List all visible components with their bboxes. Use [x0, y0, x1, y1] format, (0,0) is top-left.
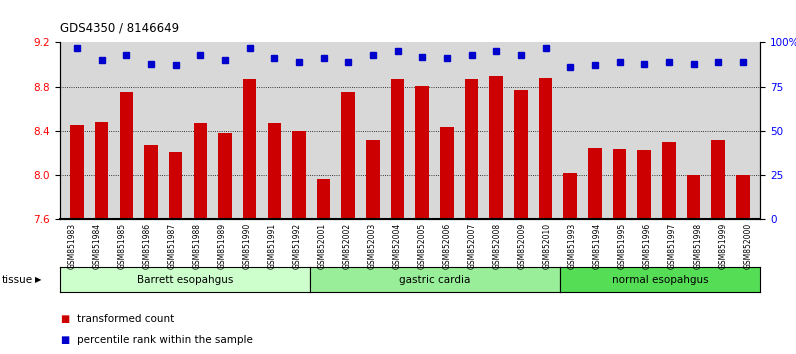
Text: GSM851994: GSM851994 — [593, 223, 602, 269]
Text: GSM851991: GSM851991 — [267, 223, 277, 269]
Text: normal esopahgus: normal esopahgus — [612, 275, 708, 285]
Text: GSM852002: GSM852002 — [343, 223, 352, 269]
Bar — [391, 79, 404, 219]
Text: GSM852006: GSM852006 — [443, 223, 452, 269]
Bar — [712, 140, 725, 219]
Text: GSM852008: GSM852008 — [493, 223, 502, 269]
Text: GSM851992: GSM851992 — [293, 223, 302, 269]
Text: GSM851993: GSM851993 — [568, 223, 577, 269]
Text: GSM851983: GSM851983 — [68, 223, 76, 269]
Bar — [144, 145, 158, 219]
Bar — [514, 90, 528, 219]
Text: GSM852004: GSM852004 — [393, 223, 402, 269]
Bar — [193, 123, 207, 219]
Bar — [267, 123, 281, 219]
Bar — [564, 173, 577, 219]
Bar — [490, 76, 503, 219]
Text: tissue: tissue — [2, 275, 33, 285]
Bar — [736, 175, 750, 219]
Bar — [366, 140, 380, 219]
Text: GSM851999: GSM851999 — [718, 223, 728, 269]
Bar — [218, 133, 232, 219]
Text: GDS4350 / 8146649: GDS4350 / 8146649 — [60, 21, 179, 34]
Bar — [638, 150, 651, 219]
Text: GSM852001: GSM852001 — [318, 223, 327, 269]
Text: ■: ■ — [60, 335, 69, 345]
Text: ▶: ▶ — [35, 275, 41, 284]
Bar — [317, 178, 330, 219]
Bar — [440, 127, 454, 219]
Bar — [292, 131, 306, 219]
Text: transformed count: transformed count — [77, 314, 174, 324]
Text: GSM851986: GSM851986 — [142, 223, 152, 269]
Bar — [613, 149, 626, 219]
Bar — [341, 92, 355, 219]
Text: percentile rank within the sample: percentile rank within the sample — [77, 335, 253, 345]
Bar — [539, 78, 552, 219]
Bar — [119, 92, 133, 219]
Text: GSM852000: GSM852000 — [743, 223, 752, 269]
Text: GSM851990: GSM851990 — [243, 223, 252, 269]
Bar — [95, 122, 108, 219]
Bar — [588, 148, 602, 219]
Text: GSM851998: GSM851998 — [693, 223, 702, 269]
Bar — [662, 142, 676, 219]
Bar — [243, 79, 256, 219]
Text: GSM851987: GSM851987 — [168, 223, 177, 269]
Text: GSM851988: GSM851988 — [193, 223, 202, 269]
Text: GSM851989: GSM851989 — [218, 223, 227, 269]
Text: GSM851995: GSM851995 — [618, 223, 627, 269]
Text: ■: ■ — [60, 314, 69, 324]
Text: GSM852005: GSM852005 — [418, 223, 427, 269]
Text: GSM852009: GSM852009 — [518, 223, 527, 269]
Bar — [465, 79, 478, 219]
Text: GSM852010: GSM852010 — [543, 223, 552, 269]
Text: Barrett esopahgus: Barrett esopahgus — [137, 275, 233, 285]
Text: GSM852003: GSM852003 — [368, 223, 377, 269]
Text: GSM852007: GSM852007 — [468, 223, 477, 269]
Text: gastric cardia: gastric cardia — [400, 275, 470, 285]
Bar — [687, 175, 700, 219]
Text: GSM851997: GSM851997 — [668, 223, 677, 269]
Bar — [70, 125, 84, 219]
Bar — [169, 152, 182, 219]
Text: GSM851996: GSM851996 — [643, 223, 652, 269]
Text: GSM851985: GSM851985 — [118, 223, 127, 269]
Text: GSM851984: GSM851984 — [92, 223, 102, 269]
Bar — [416, 86, 429, 219]
